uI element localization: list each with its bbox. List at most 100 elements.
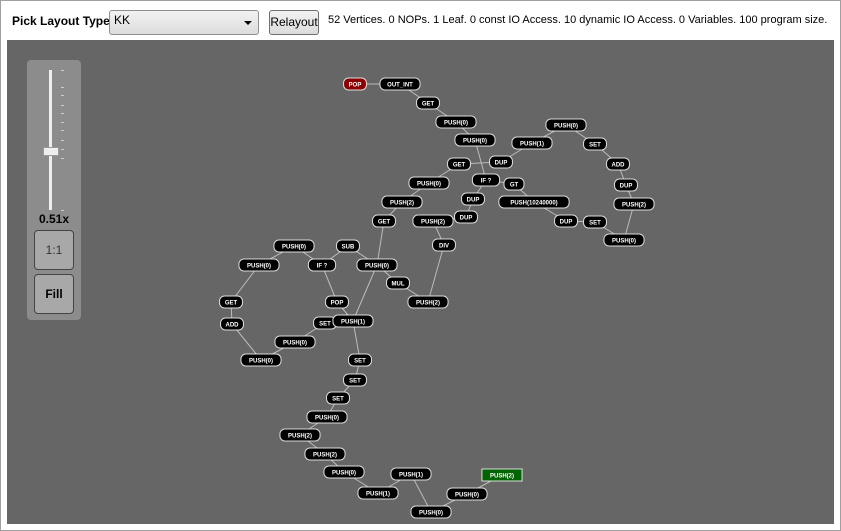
graph-node[interactable]: PUSH(2) (412, 214, 454, 228)
graph-node-label: GET (422, 102, 435, 108)
graph-node[interactable]: POP (325, 295, 349, 309)
graph-node[interactable]: PUSH(0) (274, 335, 316, 349)
graph-node[interactable]: PUSH(2) (613, 197, 655, 211)
graph-node[interactable]: PUSH(10240000) (498, 195, 570, 209)
graph-node[interactable]: PUSH(1) (332, 314, 374, 328)
graph-node-label: PUSH(0) (365, 264, 389, 270)
graph-node[interactable]: PUSH(0) (306, 410, 348, 424)
slider-tick (61, 95, 64, 96)
graph-node[interactable]: OUT_INT (379, 77, 421, 91)
slider-tick (61, 130, 64, 131)
graph-node[interactable]: SET (348, 353, 372, 367)
graph-node[interactable]: PUSH(0) (545, 118, 587, 132)
graph-node-label: MUL (392, 282, 405, 288)
graph-node[interactable]: DUP (489, 155, 513, 169)
slider-tick (61, 140, 64, 141)
graph-node[interactable]: GET (416, 96, 440, 110)
graph-node-label: PUSH(1) (399, 473, 423, 479)
graph-node[interactable]: PUSH(0) (273, 239, 315, 253)
graph-node-label: SET (589, 143, 601, 149)
one-to-one-button[interactable]: 1:1 (34, 230, 74, 270)
graph-node-label: DUP (560, 220, 573, 226)
graph-node[interactable]: PUSH(2) (304, 447, 346, 461)
graph-node[interactable]: POP (343, 77, 367, 91)
graph-node-label: SET (589, 221, 601, 227)
layout-type-dropdown[interactable]: KK (109, 10, 259, 35)
graph-node[interactable]: PUSH(1) (511, 136, 553, 150)
graph-node[interactable]: PUSH(0) (454, 133, 496, 147)
graph-node-label: PUSH(0) (283, 341, 307, 347)
graph-node[interactable]: PUSH(2) (279, 428, 321, 442)
graph-node-label: ADD (226, 323, 240, 329)
graph-canvas[interactable] (7, 40, 834, 524)
fill-button[interactable]: Fill (34, 274, 74, 314)
graph-node[interactable]: PUSH(2) (381, 195, 423, 209)
chevron-down-icon (244, 21, 252, 25)
graph-node[interactable]: IF ? (307, 258, 337, 272)
graph-node-label: GET (378, 220, 391, 226)
graph-node-label: GET (225, 301, 238, 307)
graph-node[interactable]: PUSH(1) (390, 467, 432, 481)
graph-node[interactable]: PUSH(0) (238, 258, 280, 272)
graph-node[interactable]: PUSH(0) (356, 258, 398, 272)
graph-edge (427, 244, 445, 303)
graph-node-label: PUSH(1) (520, 142, 544, 148)
graph-node-label: PUSH(0) (417, 182, 441, 188)
graph-node[interactable]: SET (583, 215, 607, 229)
graph-node[interactable]: PUSH(0) (408, 176, 450, 190)
graph-stats: 52 Vertices. 0 NOPs. 1 Leaf. 0 const IO … (328, 14, 828, 26)
graph-node-label: PUSH(0) (247, 264, 271, 270)
zoom-slider-track[interactable] (49, 70, 52, 210)
graph-node[interactable]: SUB (336, 239, 360, 253)
graph-node[interactable]: GET (447, 157, 471, 171)
graph-node-label: DUP (620, 184, 633, 190)
graph-node[interactable]: ADD (220, 317, 244, 331)
graph-node[interactable]: PUSH(1) (357, 486, 399, 500)
graph-node[interactable]: DUP (614, 178, 638, 192)
graph-node-label: POP (331, 301, 344, 307)
graph-node[interactable]: GET (372, 214, 396, 228)
graph-node[interactable]: MUL (386, 276, 410, 290)
graph-node[interactable]: DUP (554, 214, 578, 228)
graph-node-label: PUSH(2) (288, 434, 312, 440)
graph-node[interactable]: ADD (606, 157, 630, 171)
graph-node[interactable]: SET (583, 137, 607, 151)
graph-node[interactable]: IF ? (471, 173, 501, 187)
graph-node[interactable]: DUP (454, 210, 478, 224)
graph-node-label: PUSH(2) (421, 220, 445, 226)
zoom-slider-thumb[interactable] (43, 147, 59, 156)
graph-node-label: PUSH(0) (315, 416, 339, 422)
graph-node[interactable]: PUSH(0) (323, 465, 365, 479)
slider-tick (61, 70, 64, 71)
graph-node[interactable]: DIV (432, 238, 456, 252)
relayout-button[interactable]: Relayout (269, 10, 319, 35)
graph-node-label: DUP (467, 198, 480, 204)
slider-tick (61, 87, 64, 88)
graph-node[interactable]: PUSH(0) (435, 115, 477, 129)
slider-tick (61, 122, 64, 123)
graph-edge (352, 264, 378, 322)
graph-node[interactable]: PUSH(0) (603, 233, 645, 247)
graph-node-label: PUSH(0) (282, 245, 306, 251)
graph-node[interactable]: PUSH(2) (407, 295, 449, 309)
graph-node[interactable]: SET (343, 373, 367, 387)
pick-layout-label: Pick Layout Type (12, 14, 110, 28)
graph-node-label: IF ? (317, 264, 328, 270)
graph-node-label: SUB (342, 245, 355, 251)
graph-node[interactable]: GT (503, 177, 525, 191)
graph-node[interactable]: PUSH(0) (446, 487, 488, 501)
slider-tick (61, 113, 64, 114)
graph-node-label: PUSH(0) (554, 124, 578, 130)
graph-node[interactable]: DUP (461, 192, 485, 206)
graph-node[interactable]: PUSH(0) (410, 505, 452, 519)
graph-node[interactable]: SET (326, 391, 350, 405)
graph-node-label: PUSH(0) (612, 239, 636, 245)
graph-node[interactable]: PUSH(0) (240, 353, 282, 367)
graph-node-label: OUT_INT (387, 83, 413, 89)
graph-node[interactable]: PUSH(2) (481, 468, 523, 482)
graph-node[interactable]: GET (219, 295, 243, 309)
graph-node-label: PUSH(0) (463, 139, 487, 145)
graph-node-label: DUP (460, 216, 473, 222)
graph-node-label: GT (510, 183, 519, 189)
graph-node-label: GET (453, 163, 466, 169)
